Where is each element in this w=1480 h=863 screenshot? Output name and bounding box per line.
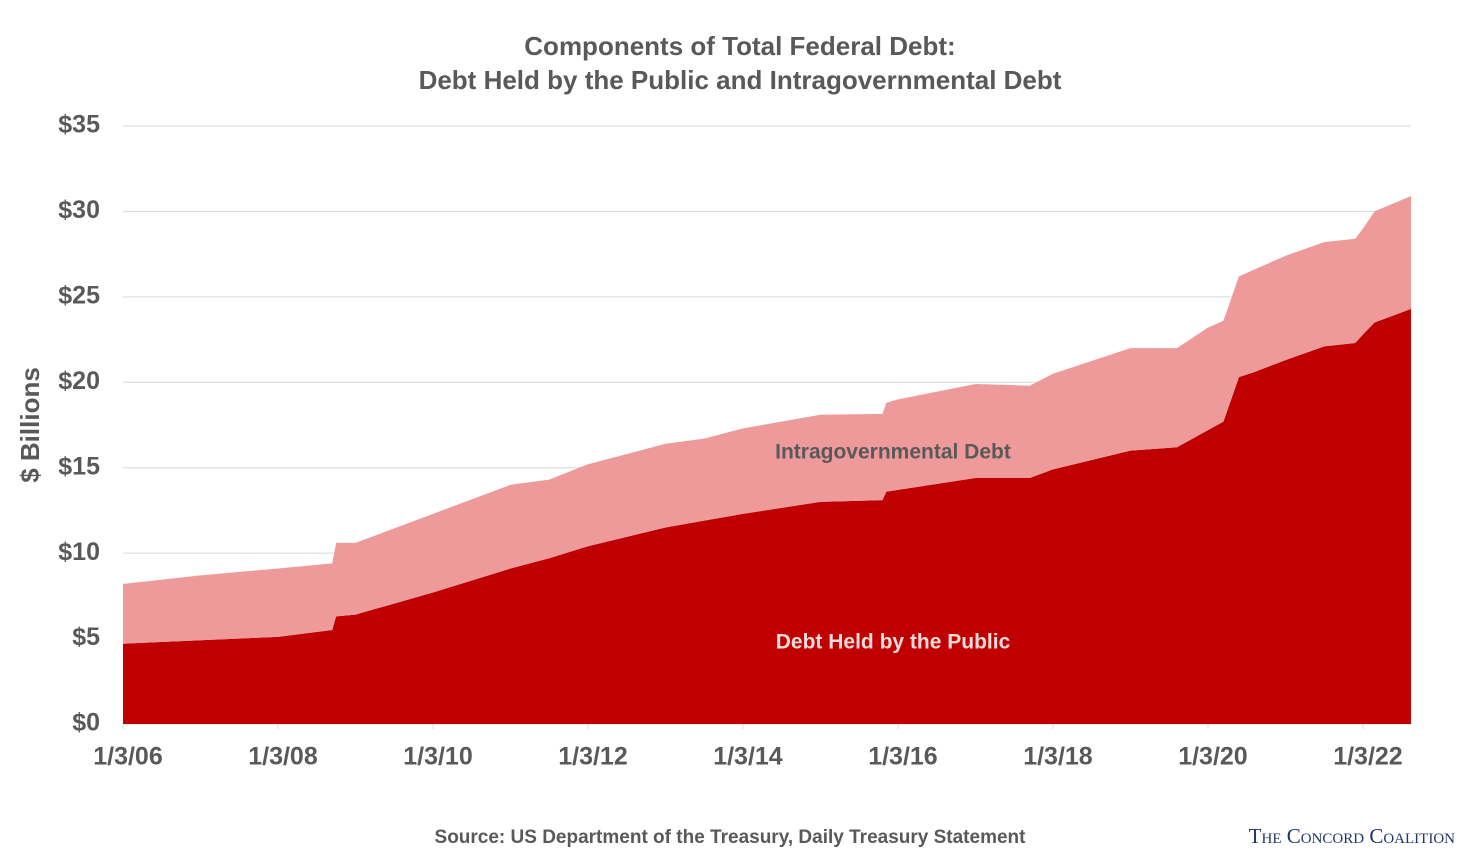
x-tick-label: 1/3/22	[1333, 743, 1403, 771]
y-tick-label: $20	[58, 367, 100, 395]
x-tick-label: 1/3/12	[558, 743, 628, 771]
x-tick-label: 1/3/10	[403, 743, 473, 771]
source-note: Source: US Department of the Treasury, D…	[435, 827, 1027, 848]
area	[123, 196, 1411, 644]
x-tick-label: 1/3/06	[93, 743, 163, 771]
y-tick-label: $10	[58, 538, 100, 566]
area	[123, 308, 1411, 724]
y-tick-label: $0	[72, 709, 100, 737]
x-tick-label: 1/3/18	[1023, 743, 1093, 771]
y-axis-label: $ Billions	[15, 367, 45, 483]
x-tick-label: 1/3/08	[248, 743, 318, 771]
brand: The Concord Coalition	[1249, 824, 1455, 848]
y-tick-label: $25	[58, 281, 100, 309]
x-tick-label: 1/3/16	[868, 743, 938, 771]
x-tick-label: 1/3/20	[1178, 743, 1248, 771]
y-tick-label: $35	[58, 111, 100, 139]
y-tick-label: $5	[72, 623, 100, 651]
y-tick-label: $30	[58, 196, 100, 224]
chart-subtitle: Debt Held by the Public and Intragovernm…	[419, 65, 1062, 95]
series-label: Intragovernmental Debt	[775, 441, 1011, 464]
series-label: Debt Held by the Public	[776, 631, 1011, 654]
x-tick-label: 1/3/14	[713, 743, 783, 771]
chart-title: Components of Total Federal Debt:	[524, 31, 955, 61]
y-tick-label: $15	[58, 452, 100, 480]
